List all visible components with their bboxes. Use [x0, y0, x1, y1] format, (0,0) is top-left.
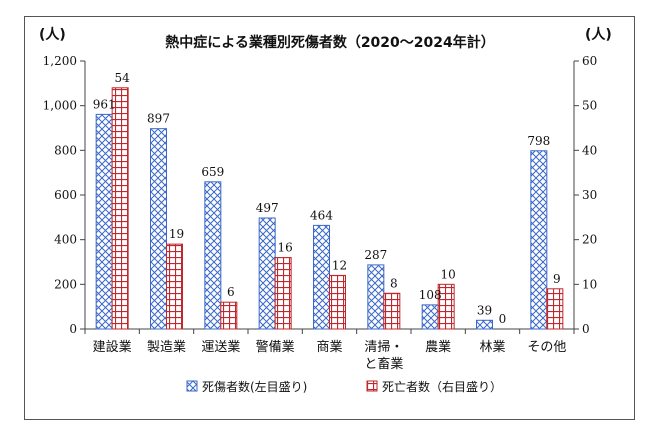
- right-tick-label: 30: [582, 188, 597, 202]
- deaths-value-label: 6: [227, 285, 235, 299]
- legend-swatch-deaths: [366, 380, 378, 392]
- casualties-value-label: 798: [527, 134, 550, 148]
- left-tick-label: 400: [54, 233, 77, 247]
- casualties-value-label: 287: [364, 248, 387, 262]
- casualties-value-label: 961: [93, 97, 116, 111]
- casualties-value-label: 108: [419, 288, 442, 302]
- category-label: 警備業: [256, 339, 295, 355]
- casualties-bar: [150, 128, 167, 330]
- deaths-value-label: 16: [278, 241, 293, 255]
- category-label: 清掃・と畜業: [364, 339, 403, 372]
- casualties-bar: [313, 224, 330, 330]
- casualties-bar: [258, 217, 276, 330]
- chart-title: 熱中症による業種別死傷者数（2020～2024年計）: [165, 34, 495, 51]
- casualties-bar: [530, 150, 548, 330]
- left-tick-label: 1,200: [43, 54, 77, 68]
- casualties-value-label: 497: [256, 201, 279, 215]
- deaths-bar: [274, 257, 292, 330]
- legend-label-deaths: 死亡者数（右目盛り）: [382, 379, 502, 394]
- right-tick-label: 20: [582, 233, 597, 247]
- left-tick-label: 1,000: [43, 99, 77, 113]
- chart-frame: 熱中症による業種別死傷者数（2020～2024年計） (人) (人) 0 200 4…: [24, 16, 635, 420]
- deaths-bar: [220, 301, 238, 330]
- left-axis-unit-label: (人): [39, 26, 66, 43]
- legend-label-casualties: 死傷者数(左目盛り): [202, 379, 307, 394]
- casualties-bar: [95, 113, 113, 330]
- casualties-value-label: 464: [310, 208, 333, 222]
- right-tick-label: 10: [582, 277, 597, 291]
- category-label: 建設業: [93, 339, 132, 355]
- casualties-bar: [367, 264, 385, 330]
- casualties-bar: [204, 181, 222, 330]
- deaths-bar: [546, 288, 564, 330]
- category-label: その他: [527, 340, 566, 355]
- left-tick-label: 200: [54, 277, 77, 291]
- deaths-value-label: 8: [390, 276, 398, 290]
- category-label: 運送業: [201, 339, 240, 355]
- right-tick-label: 0: [582, 322, 590, 336]
- casualties-bar: [476, 319, 493, 330]
- deaths-value-label: 19: [169, 227, 184, 241]
- legend: 死傷者数(左目盛り) 死亡者数（右目盛り）: [186, 379, 502, 394]
- deaths-bar: [383, 292, 401, 330]
- bars: [95, 87, 564, 330]
- deaths-value-label: 9: [553, 272, 561, 286]
- right-tick-label: 40: [582, 143, 597, 157]
- deaths-value-label: 10: [441, 267, 456, 281]
- category-labels: 建設業 製造業 運送業 警備業 商業 清掃・と畜業 農業 林業 その他: [93, 339, 567, 372]
- casualties-value-label: 659: [201, 165, 224, 179]
- right-tick-label: 60: [582, 54, 597, 68]
- right-tick-label: 50: [582, 99, 597, 113]
- left-tick-label: 0: [69, 322, 77, 336]
- deaths-value-label: 12: [332, 258, 347, 272]
- legend-swatch-casualties: [186, 380, 198, 392]
- casualties-value-label: 39: [477, 303, 492, 317]
- casualties-value-label: 897: [147, 112, 170, 126]
- category-label: 製造業: [147, 339, 186, 355]
- deaths-value-label: 0: [499, 312, 507, 326]
- right-axis-unit-label: (人): [585, 26, 612, 43]
- category-label: 商業: [316, 339, 342, 355]
- deaths-bar: [111, 87, 129, 330]
- left-tick-label: 800: [54, 143, 77, 157]
- deaths-bar: [329, 274, 346, 330]
- bar-chart: 熱中症による業種別死傷者数（2020～2024年計） (人) (人) 02004…: [39, 26, 612, 394]
- casualties-bar: [421, 304, 439, 330]
- deaths-value-label: 54: [115, 71, 131, 85]
- deaths-bar: [166, 243, 183, 330]
- category-label: 林業: [479, 339, 505, 355]
- left-tick-label: 600: [54, 188, 77, 202]
- category-label: 農業: [425, 339, 451, 355]
- deaths-bar: [437, 283, 455, 330]
